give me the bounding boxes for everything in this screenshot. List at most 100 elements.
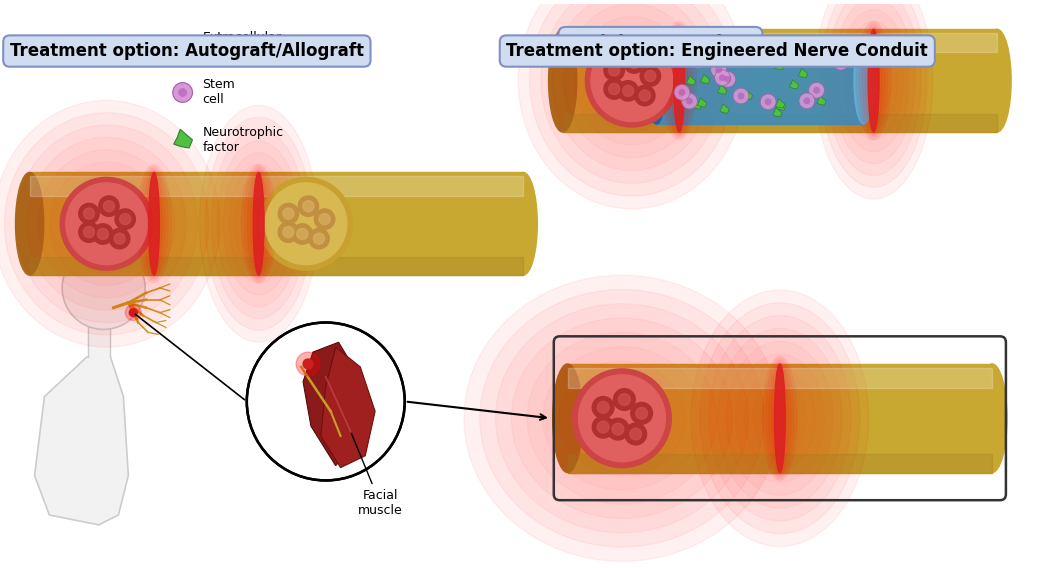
Polygon shape	[697, 98, 706, 107]
Circle shape	[126, 304, 141, 320]
Circle shape	[303, 201, 314, 212]
Circle shape	[83, 208, 95, 219]
Ellipse shape	[814, 0, 933, 199]
Ellipse shape	[769, 360, 791, 477]
Circle shape	[309, 228, 330, 249]
Circle shape	[719, 74, 726, 81]
Circle shape	[769, 44, 785, 60]
Bar	[568, 364, 992, 473]
Ellipse shape	[647, 37, 667, 124]
Circle shape	[314, 209, 335, 229]
Polygon shape	[776, 101, 785, 110]
Text: Stem
cell: Stem cell	[203, 78, 235, 106]
Circle shape	[120, 214, 131, 225]
Circle shape	[760, 94, 776, 110]
Polygon shape	[773, 107, 782, 117]
Circle shape	[724, 76, 731, 83]
Circle shape	[586, 34, 678, 127]
Circle shape	[604, 60, 624, 81]
Circle shape	[631, 403, 652, 424]
Polygon shape	[799, 68, 808, 78]
Circle shape	[298, 196, 318, 216]
Ellipse shape	[0, 101, 220, 347]
Circle shape	[98, 228, 108, 240]
Circle shape	[799, 93, 814, 108]
Ellipse shape	[661, 22, 697, 140]
Circle shape	[593, 416, 614, 438]
Polygon shape	[732, 43, 742, 53]
Circle shape	[809, 82, 825, 98]
Polygon shape	[776, 99, 785, 108]
Circle shape	[296, 352, 320, 376]
Ellipse shape	[665, 23, 694, 138]
Polygon shape	[686, 76, 696, 85]
Circle shape	[93, 224, 113, 244]
Polygon shape	[720, 104, 729, 113]
Circle shape	[109, 228, 130, 249]
Circle shape	[634, 85, 655, 106]
Ellipse shape	[142, 169, 165, 279]
Ellipse shape	[856, 22, 891, 140]
Circle shape	[114, 233, 125, 244]
Ellipse shape	[251, 170, 267, 277]
Circle shape	[129, 308, 137, 316]
Ellipse shape	[865, 27, 882, 134]
Circle shape	[578, 375, 666, 462]
Circle shape	[681, 93, 698, 109]
Circle shape	[837, 59, 844, 66]
Circle shape	[720, 72, 735, 87]
Circle shape	[833, 55, 849, 70]
Circle shape	[260, 177, 353, 270]
Text: Facial Nerve Injury: Facial Nerve Injury	[566, 34, 755, 52]
Polygon shape	[320, 347, 375, 467]
Ellipse shape	[136, 165, 172, 283]
Circle shape	[265, 183, 347, 265]
Ellipse shape	[509, 173, 538, 275]
Circle shape	[319, 214, 330, 225]
Circle shape	[635, 407, 648, 419]
Circle shape	[313, 233, 324, 244]
Ellipse shape	[139, 166, 168, 281]
Circle shape	[115, 209, 135, 229]
Circle shape	[714, 70, 730, 86]
Ellipse shape	[16, 173, 44, 275]
Circle shape	[591, 40, 673, 122]
Bar	[568, 367, 992, 389]
Polygon shape	[816, 96, 826, 105]
Bar	[29, 176, 523, 195]
Circle shape	[804, 98, 810, 105]
Ellipse shape	[146, 170, 162, 277]
Circle shape	[597, 402, 609, 414]
Circle shape	[691, 52, 706, 68]
Ellipse shape	[464, 275, 780, 561]
Polygon shape	[303, 343, 365, 466]
Circle shape	[695, 57, 702, 64]
Circle shape	[292, 224, 312, 244]
Circle shape	[640, 90, 650, 101]
Bar	[568, 453, 992, 473]
Circle shape	[623, 85, 633, 97]
Circle shape	[607, 418, 629, 440]
Circle shape	[686, 98, 693, 105]
Bar	[563, 33, 997, 52]
Circle shape	[604, 79, 624, 99]
Polygon shape	[701, 74, 710, 83]
Circle shape	[733, 88, 749, 104]
Ellipse shape	[854, 37, 874, 124]
Circle shape	[79, 222, 99, 243]
Ellipse shape	[244, 166, 272, 281]
Polygon shape	[34, 357, 128, 525]
Ellipse shape	[149, 173, 159, 275]
Circle shape	[624, 53, 645, 73]
Circle shape	[813, 87, 820, 94]
Circle shape	[79, 203, 99, 224]
Ellipse shape	[772, 362, 788, 474]
Circle shape	[60, 177, 153, 270]
Circle shape	[597, 421, 609, 433]
Ellipse shape	[765, 358, 795, 478]
Circle shape	[625, 423, 647, 445]
Bar	[563, 30, 997, 132]
Polygon shape	[789, 80, 799, 89]
Circle shape	[246, 323, 405, 481]
Circle shape	[278, 222, 298, 243]
